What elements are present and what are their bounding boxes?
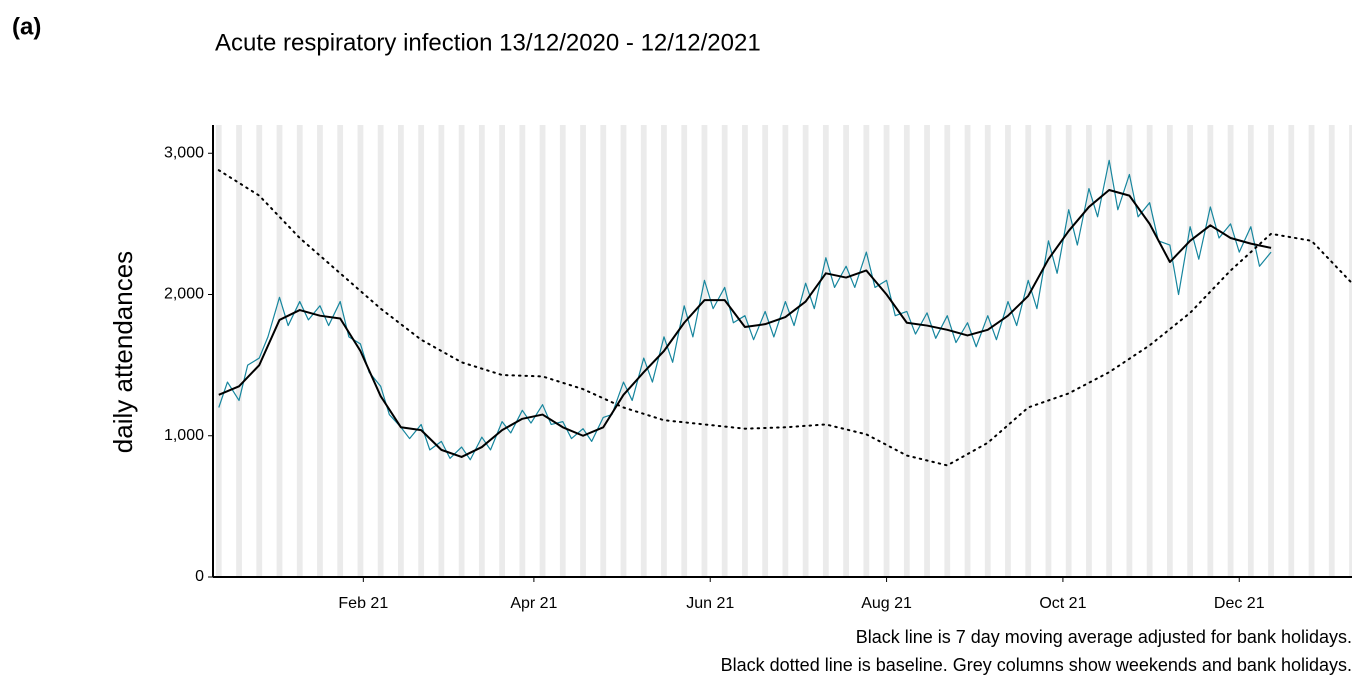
x-tick-label: Dec 21 bbox=[1214, 595, 1265, 612]
weekend-column bbox=[215, 125, 222, 577]
weekend-column bbox=[1268, 125, 1274, 577]
weekend-column bbox=[681, 125, 688, 577]
weekend-column bbox=[1025, 125, 1032, 577]
weekend-column bbox=[620, 125, 627, 577]
weekend-column bbox=[1308, 125, 1315, 577]
weekend-column bbox=[600, 125, 607, 577]
weekend-column bbox=[1065, 125, 1072, 577]
weekend-column bbox=[1005, 125, 1011, 577]
weekend-column bbox=[863, 125, 870, 577]
weekend-column bbox=[964, 125, 971, 577]
weekend-column bbox=[458, 125, 465, 577]
weekend-column bbox=[742, 125, 748, 577]
weekend-column bbox=[377, 125, 384, 577]
weekend-column bbox=[398, 125, 404, 577]
x-tick-label: Apr 21 bbox=[510, 595, 557, 612]
weekend-column bbox=[478, 125, 485, 577]
weekend-column bbox=[337, 125, 344, 577]
weekend-column bbox=[418, 125, 425, 577]
y-tick-label: 1,000 bbox=[164, 427, 204, 444]
weekend-column bbox=[1146, 125, 1153, 577]
weekend-column bbox=[1227, 125, 1234, 577]
weekend-column bbox=[296, 125, 303, 577]
caption: Black dotted line is baseline. Grey colu… bbox=[721, 655, 1352, 675]
weekend-column bbox=[1328, 125, 1335, 577]
panel-label: (a) bbox=[12, 13, 41, 40]
x-tick-label: Feb 21 bbox=[338, 595, 388, 612]
weekend-columns bbox=[215, 125, 1352, 577]
weekend-column bbox=[1187, 125, 1194, 577]
weekend-column bbox=[701, 125, 708, 577]
weekend-column bbox=[903, 125, 910, 577]
x-tick-label: Oct 21 bbox=[1039, 595, 1086, 612]
weekend-column bbox=[640, 125, 647, 577]
weekend-column bbox=[1106, 125, 1113, 577]
weekend-column bbox=[317, 125, 323, 577]
weekend-column bbox=[822, 125, 829, 577]
data-line bbox=[218, 159, 1272, 461]
weekend-column bbox=[256, 125, 263, 577]
weekend-column bbox=[782, 125, 789, 577]
weekend-column bbox=[1247, 125, 1254, 577]
caption: Black line is 7 day moving average adjus… bbox=[856, 627, 1352, 647]
weekend-column bbox=[1349, 125, 1352, 577]
weekend-column bbox=[519, 125, 526, 577]
data-line bbox=[217, 169, 1353, 467]
data-line bbox=[218, 188, 1272, 458]
weekend-column bbox=[559, 125, 566, 577]
weekend-column bbox=[802, 125, 809, 577]
weekend-column bbox=[883, 125, 890, 577]
weekend-column bbox=[499, 125, 505, 577]
weekend-column bbox=[1045, 125, 1052, 577]
weekend-column bbox=[984, 125, 991, 577]
weekend-column bbox=[762, 125, 769, 577]
weekend-column bbox=[924, 125, 930, 577]
weekend-column bbox=[1207, 125, 1214, 577]
weekend-column bbox=[1288, 125, 1295, 577]
weekend-column bbox=[276, 125, 283, 577]
weekend-column bbox=[1086, 125, 1092, 577]
weekend-column bbox=[944, 125, 951, 577]
y-tick-label: 2,000 bbox=[164, 286, 204, 303]
y-tick-label: 3,000 bbox=[164, 144, 204, 161]
weekend-column bbox=[843, 125, 849, 577]
weekend-column bbox=[721, 125, 728, 577]
x-tick-label: Jun 21 bbox=[686, 595, 734, 612]
weekend-column bbox=[1126, 125, 1133, 577]
weekend-column bbox=[1166, 125, 1173, 577]
y-axis-title: daily attendances bbox=[108, 251, 138, 453]
chart-title: Acute respiratory infection 13/12/2020 -… bbox=[215, 29, 761, 56]
weekend-column bbox=[580, 125, 586, 577]
weekend-column bbox=[539, 125, 546, 577]
x-tick-label: Aug 21 bbox=[861, 595, 912, 612]
weekend-column bbox=[236, 125, 242, 577]
y-tick-label: 0 bbox=[195, 568, 204, 585]
